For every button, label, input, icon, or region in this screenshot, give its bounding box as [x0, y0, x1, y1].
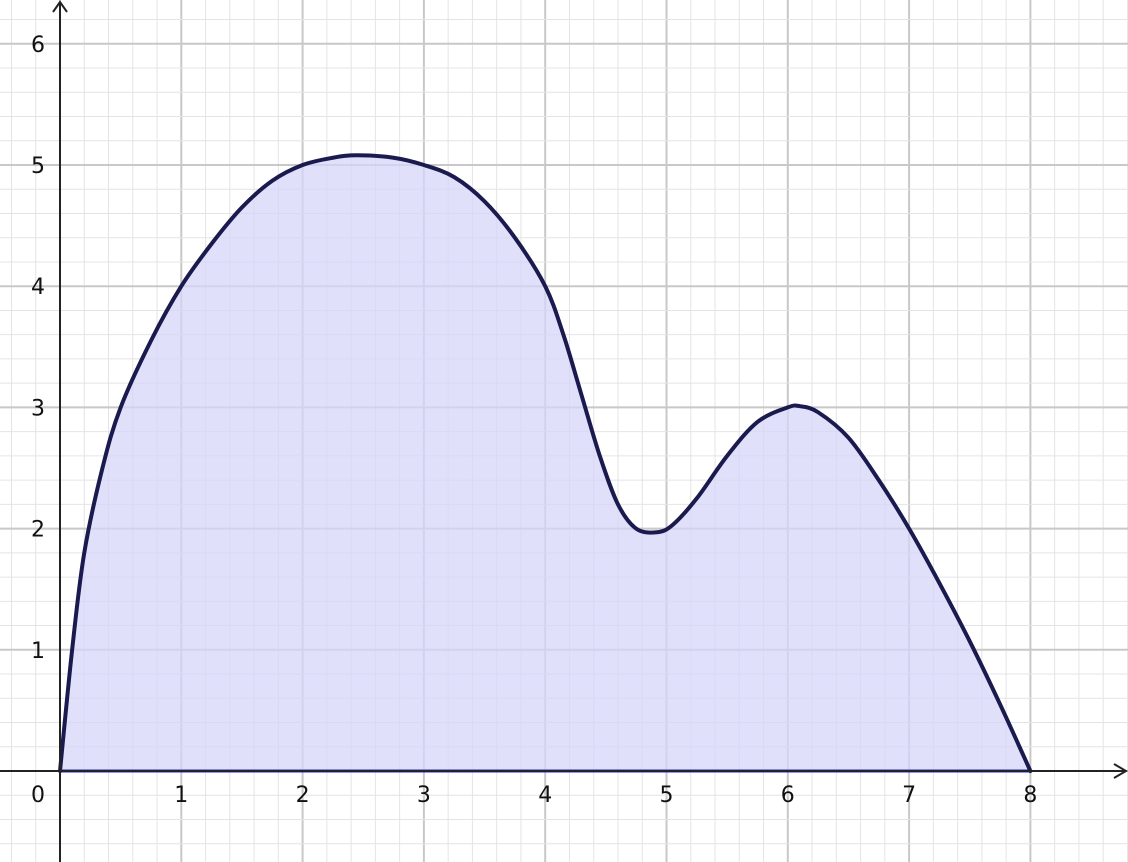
curve-line	[58, 153, 1033, 773]
y-tick-label: 1	[31, 639, 45, 664]
y-tick-label: 3	[31, 396, 45, 421]
y-tick-label: 2	[31, 518, 45, 543]
y-axis-arrow-icon	[52, 0, 68, 13]
x-tick-label: 0	[31, 783, 45, 808]
x-tick-label: 5	[660, 783, 674, 808]
y-tick-label: 4	[31, 275, 45, 300]
x-axis-arrow-icon	[1113, 763, 1128, 779]
y-tick-label: 6	[31, 33, 45, 58]
x-tick-label: 4	[538, 783, 552, 808]
x-tick-label: 6	[781, 783, 795, 808]
y-tick-label: 5	[31, 154, 45, 179]
tick-labels: 0 1 2 3 4 5 6 7 8 1 2 3 4 5 6	[31, 33, 1037, 808]
area-fill	[60, 155, 1031, 771]
x-tick-label: 1	[174, 783, 188, 808]
x-tick-label: 3	[417, 783, 431, 808]
x-tick-label: 2	[296, 783, 310, 808]
x-tick-label: 8	[1023, 783, 1037, 808]
x-tick-label: 7	[902, 783, 916, 808]
